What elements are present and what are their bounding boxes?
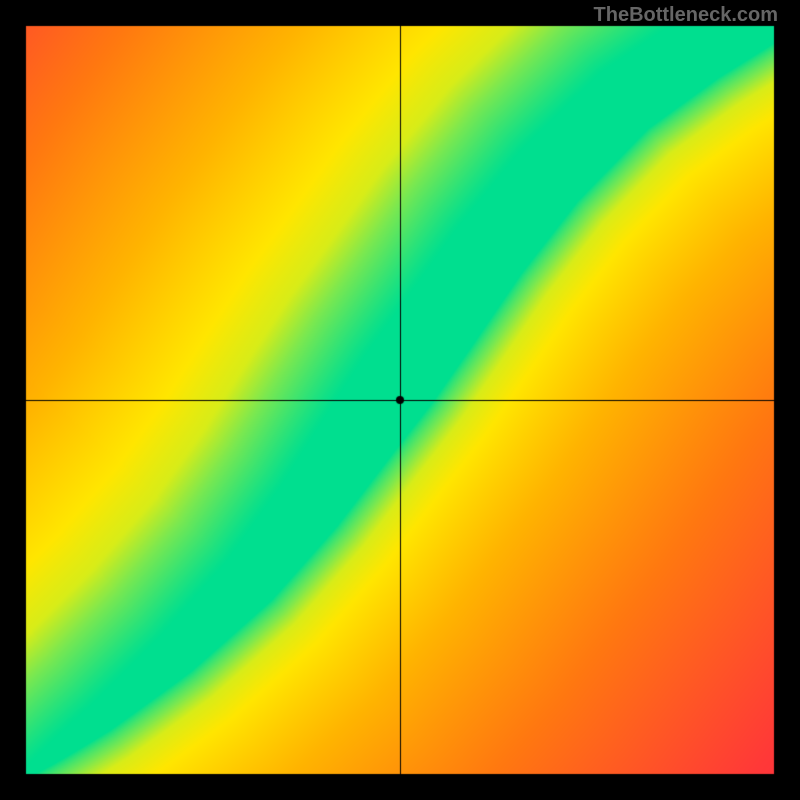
heatmap-canvas: [0, 0, 800, 800]
chart-container: TheBottleneck.com: [0, 0, 800, 800]
watermark-text: TheBottleneck.com: [594, 4, 778, 27]
